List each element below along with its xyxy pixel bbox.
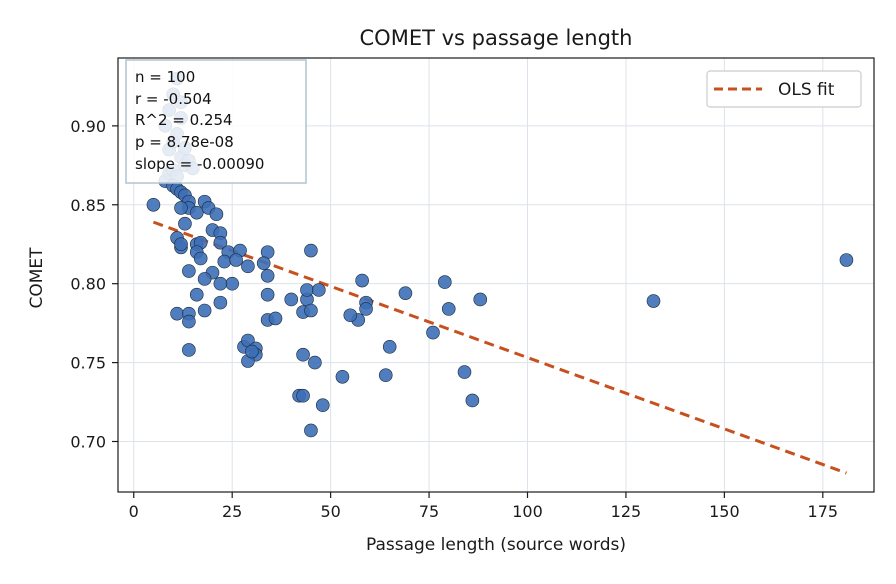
data-point	[304, 303, 318, 318]
x-tick-label: 125	[611, 502, 642, 521]
y-tick-label: 0.90	[70, 117, 106, 136]
y-axis-title: COMET	[27, 247, 47, 309]
x-tick-label: 25	[222, 502, 242, 521]
data-point	[189, 205, 204, 220]
legend-fit-label: OLS fit	[778, 80, 835, 100]
data-point	[839, 253, 854, 267]
data-point	[457, 365, 472, 379]
data-point	[213, 295, 228, 310]
y-tick-label: 0.70	[70, 432, 106, 451]
stats-r: r = -0.504	[135, 90, 212, 108]
y-tick-label: 0.80	[70, 275, 106, 294]
data-point	[355, 273, 369, 288]
data-point	[382, 340, 397, 354]
data-point	[193, 251, 208, 266]
data-point	[146, 197, 161, 212]
stats-n: n = 100	[135, 68, 195, 86]
data-point	[213, 276, 228, 291]
data-point	[229, 253, 243, 267]
stats-box-frame	[125, 59, 307, 184]
stats-p-value: p = 8.78e-08	[135, 133, 234, 151]
data-point	[304, 423, 318, 438]
y-axis-ticks: 0.70 0.75 0.80 0.85 0.90	[70, 117, 118, 451]
stats-box: n = 100 r = -0.504 R^2 = 0.254 p = 8.78e…	[125, 59, 307, 184]
x-tick-label: 75	[419, 502, 439, 521]
data-point	[378, 368, 393, 383]
x-tick-label: 175	[808, 502, 839, 521]
legend-frame	[706, 70, 862, 108]
data-point	[189, 287, 204, 302]
stats-r-squared: R^2 = 0.254	[135, 111, 233, 129]
x-tick-label: 100	[512, 502, 543, 521]
data-point	[284, 292, 299, 307]
data-point	[465, 393, 480, 408]
data-point	[256, 256, 271, 270]
data-point	[398, 286, 413, 300]
data-point	[225, 276, 239, 291]
data-point	[315, 398, 330, 413]
plot-frame	[117, 57, 875, 493]
data-point	[260, 287, 275, 302]
y-tick-label: 0.75	[70, 354, 106, 373]
data-point	[260, 268, 275, 283]
data-point	[296, 388, 310, 403]
data-point	[300, 283, 314, 297]
data-point	[174, 237, 188, 252]
data-point	[343, 308, 358, 323]
fit-line-layer	[152, 220, 847, 475]
x-tick-label: 50	[320, 502, 340, 521]
x-tick-label: 150	[709, 502, 740, 521]
x-axis-title: Passage length (source words)	[366, 535, 626, 555]
data-point	[296, 347, 310, 362]
data-point	[217, 254, 232, 269]
data-point	[182, 264, 196, 278]
data-point	[170, 306, 184, 321]
x-tick-label: 0	[129, 502, 139, 521]
data-point	[268, 311, 283, 326]
chart-title: COMET vs passage length	[360, 26, 633, 50]
data-point	[308, 355, 322, 370]
data-point	[441, 302, 456, 316]
data-point	[359, 302, 373, 316]
data-point	[178, 216, 192, 231]
data-point	[174, 201, 188, 215]
data-point	[209, 207, 224, 222]
data-point	[335, 369, 350, 384]
y-tick-label: 0.85	[70, 196, 106, 215]
data-point	[312, 283, 326, 297]
data-point	[182, 343, 196, 357]
data-point	[213, 235, 228, 250]
data-point	[197, 272, 212, 286]
data-point	[438, 275, 452, 289]
data-point	[473, 292, 488, 307]
data-point	[426, 325, 440, 340]
data-point	[646, 294, 661, 308]
stats-slope: slope = -0.00090	[135, 155, 264, 173]
data-point	[182, 314, 196, 329]
legend: OLS fit	[706, 70, 862, 108]
data-point	[241, 259, 255, 274]
data-point	[304, 243, 318, 258]
data-point	[245, 344, 259, 359]
data-point	[197, 303, 212, 318]
grid	[118, 58, 874, 492]
x-axis-ticks: 0 25 50 75 100 125 150 175	[129, 492, 838, 521]
ols-fit-line	[152, 220, 847, 475]
